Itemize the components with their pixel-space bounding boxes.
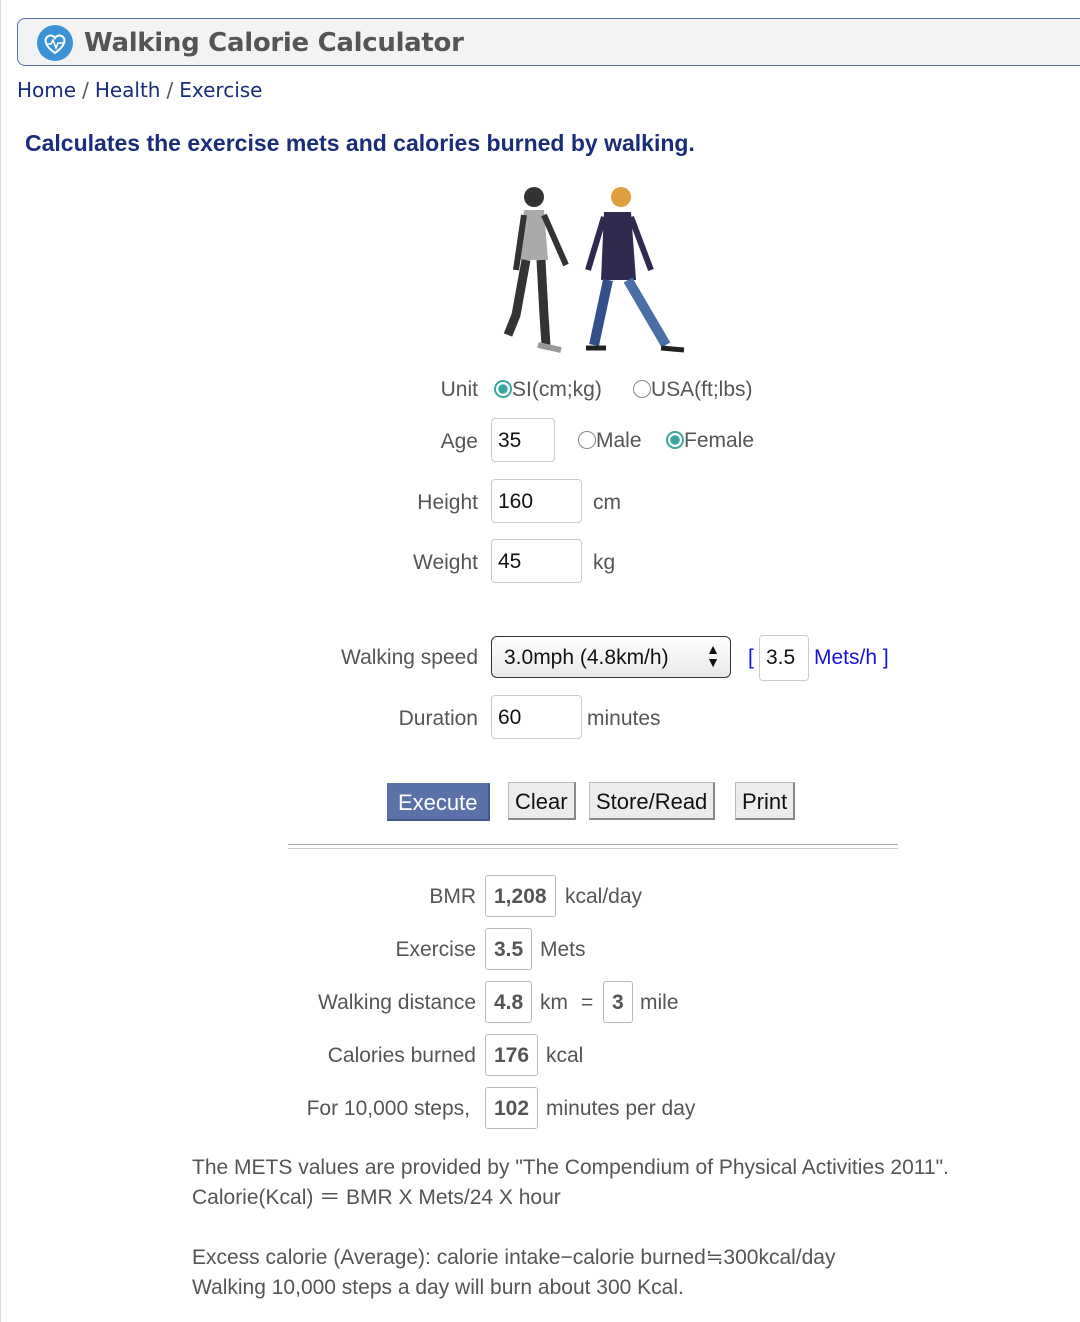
- calories-label: Calories burned: [327, 1044, 476, 1067]
- select-arrows-icon: ▲ ▼: [706, 641, 720, 670]
- print-button[interactable]: Print: [735, 782, 796, 820]
- radio-checked-icon: [494, 380, 512, 398]
- duration-input[interactable]: 60: [491, 695, 582, 739]
- bmr-unit: kcal/day: [565, 885, 643, 908]
- mets-unit: Mets/h ]: [814, 646, 889, 669]
- note-excess: Excess calorie (Average): calorie intake…: [192, 1246, 836, 1269]
- speed-select[interactable]: 3.0mph (4.8km/h) ▲ ▼: [491, 636, 731, 678]
- age-label: Age: [440, 430, 478, 453]
- distance-mile-value: 3: [603, 981, 633, 1023]
- calories-unit: kcal: [546, 1044, 584, 1067]
- bmr-label: BMR: [429, 885, 476, 908]
- radio-checked-icon: [666, 431, 684, 449]
- exercise-label: Exercise: [395, 938, 476, 961]
- breadcrumb-exercise[interactable]: Exercise: [179, 78, 263, 102]
- unit-label: Unit: [440, 378, 478, 401]
- page-title: Walking Calorie Calculator: [84, 28, 464, 58]
- height-input[interactable]: 160: [491, 479, 582, 523]
- weight-input[interactable]: 45: [491, 539, 582, 583]
- distance-label: Walking distance: [318, 991, 476, 1014]
- breadcrumb-health[interactable]: Health: [94, 78, 161, 102]
- gender-male-radio[interactable]: Male: [578, 429, 642, 453]
- mile-unit: mile: [640, 991, 679, 1014]
- gender-female-radio[interactable]: Female: [666, 429, 754, 453]
- mets-bracket: [: [748, 646, 754, 669]
- store-read-button[interactable]: Store/Read: [589, 782, 716, 820]
- calories-value: 176: [485, 1034, 539, 1076]
- radio-unchecked-icon: [578, 431, 596, 449]
- km-unit: km: [540, 991, 568, 1014]
- heart-pulse-icon: [37, 25, 73, 61]
- duration-label: Duration: [398, 707, 478, 730]
- bmr-value: 1,208: [485, 875, 556, 917]
- equals-sign: =: [581, 991, 594, 1014]
- duration-unit: minutes: [587, 707, 661, 730]
- weight-unit: kg: [593, 551, 616, 574]
- unit-si-radio[interactable]: SI(cm;kg): [494, 378, 602, 402]
- exercise-unit: Mets: [540, 938, 586, 961]
- height-label: Height: [417, 491, 478, 514]
- title-bar: [17, 18, 1080, 66]
- subtitle: Calculates the exercise mets and calorie…: [25, 130, 695, 156]
- divider: [288, 844, 898, 849]
- breadcrumb: Home / Health / Exercise: [17, 78, 263, 102]
- age-input[interactable]: 35: [491, 418, 555, 462]
- note-source: The METS values are provided by "The Com…: [192, 1156, 949, 1179]
- walking-people-illustration: [503, 187, 685, 353]
- clear-button[interactable]: Clear: [508, 782, 576, 820]
- weight-label: Weight: [413, 551, 478, 574]
- speed-label: Walking speed: [341, 646, 478, 669]
- distance-km-value: 4.8: [485, 981, 533, 1023]
- breadcrumb-home[interactable]: Home: [17, 78, 77, 102]
- height-unit: cm: [593, 491, 621, 514]
- mets-input[interactable]: 3.5: [759, 635, 809, 681]
- steps-label: For 10,000 steps,: [306, 1097, 470, 1120]
- execute-button[interactable]: Execute: [387, 783, 490, 821]
- radio-unchecked-icon: [633, 380, 651, 398]
- note-steps: Walking 10,000 steps a day will burn abo…: [192, 1276, 684, 1299]
- unit-usa-radio[interactable]: USA(ft;lbs): [633, 378, 753, 402]
- exercise-value: 3.5: [485, 928, 533, 970]
- note-formula: Calorie(Kcal) ＝ BMR X Mets/24 X hour: [192, 1186, 561, 1209]
- steps-value: 102: [485, 1087, 539, 1129]
- steps-unit: minutes per day: [546, 1097, 696, 1120]
